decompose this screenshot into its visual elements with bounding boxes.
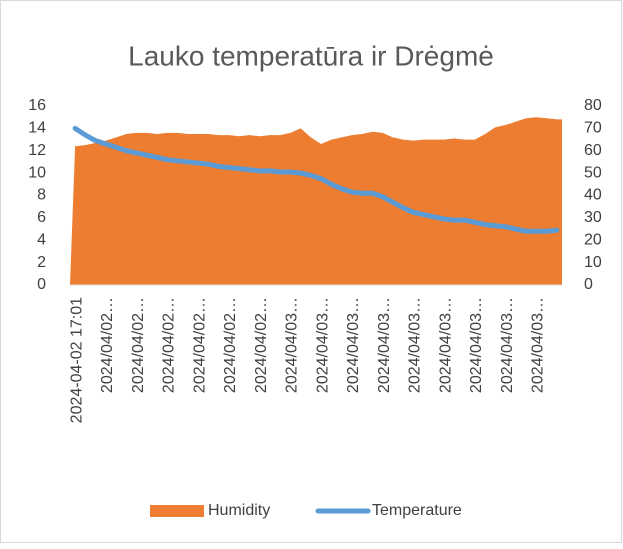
y-tick-label: 12 <box>28 142 46 159</box>
x-tick-label: 2024/04/02… <box>253 297 270 393</box>
x-tick-label: 2024/04/03… <box>314 297 331 393</box>
y2-tick-label: 60 <box>584 142 602 159</box>
x-tick-label: 2024/04/03… <box>284 297 301 393</box>
x-tick-label: 2024/04/02… <box>99 297 116 393</box>
x-tick-label: 2024/04/02… <box>161 297 178 393</box>
y-tick-label: 14 <box>28 120 46 137</box>
area <box>70 117 562 285</box>
x-tick-label: 2024/04/02… <box>222 297 239 393</box>
x-tick-label: 2024/04/02… <box>130 297 147 393</box>
y2-tick-label: 30 <box>584 209 602 226</box>
x-tick-label: 2024/04/03… <box>407 297 424 393</box>
y-tick-label: 2 <box>37 254 46 271</box>
y2-tick-label: 20 <box>584 231 602 248</box>
y2-tick-label: 50 <box>584 164 602 181</box>
y-tick-label: 4 <box>37 231 46 248</box>
y2-tick-label: 70 <box>584 120 602 137</box>
chart-title: Lauko temperatūra ir Drėgmė <box>128 40 494 71</box>
y-tick-label: 8 <box>37 187 46 204</box>
legend-label: Temperature <box>372 502 462 519</box>
x-tick-label: 2024/04/03… <box>530 297 547 393</box>
legend-label: Humidity <box>208 502 270 519</box>
x-tick-label: 2024/04/02… <box>191 297 208 393</box>
y2-tick-label: 0 <box>584 276 593 293</box>
x-tick-label: 2024/04/03… <box>376 297 393 393</box>
y-tick-label: 6 <box>37 209 46 226</box>
line <box>72 125 560 234</box>
y2-tick-label: 80 <box>584 97 602 114</box>
x-tick-label: 2024/04/03… <box>499 297 516 393</box>
y2-tick-label: 40 <box>584 187 602 204</box>
y-tick-label: 10 <box>28 164 46 181</box>
x-tick-label: 2024/04/03… <box>437 297 454 393</box>
x-tick-label: 2024/04/03… <box>345 297 362 393</box>
x-tick-label: 2024/04/03… <box>468 297 485 393</box>
x-tick-label: 2024-04-02 17:01 <box>68 297 85 423</box>
legend-swatch <box>150 505 204 517</box>
y-tick-label: 16 <box>28 97 46 114</box>
y2-tick-label: 10 <box>584 254 602 271</box>
y-tick-label: 0 <box>37 276 46 293</box>
